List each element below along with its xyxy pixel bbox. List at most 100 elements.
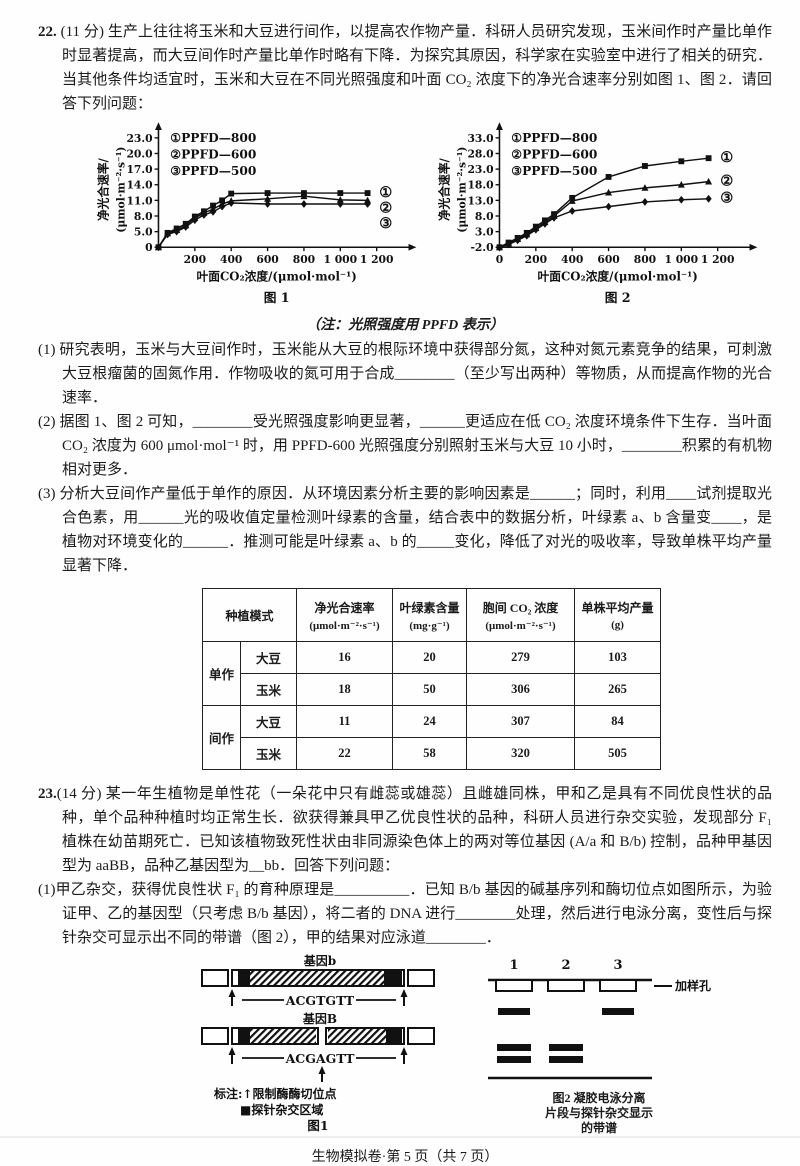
svg-text:23.0: 23.0 xyxy=(467,163,493,176)
header-intercellular-co2: 胞间 CO₂ 浓度 (μmol·m⁻²·s⁻¹) xyxy=(466,588,575,642)
crop-cell: 大豆 xyxy=(240,705,297,738)
gene-B-flank-right xyxy=(407,1027,435,1045)
header-chlorophyll: 叶绿素含量 (mg·g⁻¹) xyxy=(392,588,467,642)
svg-text:3: 3 xyxy=(613,958,622,973)
ppfd-note: （注：光照强度用 PPFD 表示） xyxy=(306,318,504,333)
svg-text:1 000: 1 000 xyxy=(664,253,698,266)
figure-gel-electrophoresis: 1 2 3 加样孔 xyxy=(488,958,711,1080)
header-yield: 单株平均产量 (g) xyxy=(574,588,661,642)
value-cell: 50 xyxy=(392,673,467,706)
svg-text:18.0: 18.0 xyxy=(467,179,493,192)
q22-part-2: (2) 据图 1、图 2 可知，________受光照强度影响更显著，_____… xyxy=(38,414,773,478)
svg-text:20.0: 20.0 xyxy=(126,147,152,160)
q23-figures: 基因b ACGTGTT 基因B ACGAGTT xyxy=(198,954,772,1136)
svg-text:①: ① xyxy=(379,184,392,201)
svg-text:8.0: 8.0 xyxy=(134,210,153,223)
svg-text:-2.0: -2.0 xyxy=(470,241,493,254)
svg-text:1 200: 1 200 xyxy=(701,253,735,266)
q23-part-1: (1)甲乙杂交，获得优良性状 F₁ 的育种原理是__________．已知 B/… xyxy=(38,882,772,946)
svg-text:图 2: 图 2 xyxy=(605,290,631,305)
svg-text:800: 800 xyxy=(634,253,656,266)
question-23-number: 23. xyxy=(38,786,57,802)
q22-figures: 0 5.0 8.0 11.0 14.0 17.0 20.0 23.0 200 400 600 800 1… xyxy=(94,120,772,312)
value-cell: 11 xyxy=(296,705,393,738)
svg-text:0: 0 xyxy=(145,241,152,254)
probe-region xyxy=(238,1029,250,1043)
value-cell: 279 xyxy=(466,641,575,674)
svg-text:1 200: 1 200 xyxy=(360,253,394,266)
cut-site-arrow xyxy=(228,989,236,997)
question-22-number: 22. xyxy=(38,24,57,40)
svg-text:叶面CO₂浓度/(μmol·mol⁻¹): 叶面CO₂浓度/(μmol·mol⁻¹) xyxy=(197,269,357,283)
svg-text:400: 400 xyxy=(220,253,242,266)
svg-text:200: 200 xyxy=(184,253,206,266)
svg-text:11.0: 11.0 xyxy=(126,194,152,207)
cut-site-arrow xyxy=(228,1047,236,1055)
svg-text:200: 200 xyxy=(525,253,547,266)
svg-text:净光合速率/: 净光合速率/ xyxy=(438,157,452,221)
svg-text:14.0: 14.0 xyxy=(126,179,152,192)
question-23-stem: 23.(14 分) 某一年生植物是单性花（一朵花中只有雌蕊或雄蕊）且雌雄同株，甲… xyxy=(38,786,772,874)
svg-text:17.0: 17.0 xyxy=(126,163,152,176)
value-cell: 306 xyxy=(466,673,575,706)
probe-region xyxy=(384,971,402,985)
gel-caption-line-2: 片段与探针杂交显示 xyxy=(544,1106,653,1120)
crop-cell: 玉米 xyxy=(240,673,297,706)
svg-text:③PPFD—500: ③PPFD—500 xyxy=(511,164,597,178)
svg-text:0: 0 xyxy=(496,253,503,266)
question-22-stem: 22. (11 分) 生产上往往将玉米和大豆进行间作，以提高农作物产量．科研人员… xyxy=(38,24,772,112)
figure-1-caption: 图1 xyxy=(307,1118,328,1133)
q22-part-1: (1) 研究表明，玉米与大豆间作时，玉米能从大豆的根际环境中获得部分氮，这种对氮… xyxy=(38,342,772,406)
header-net-photosynthesis: 净光合速率 (μmol·m⁻²·s⁻¹) xyxy=(296,588,393,642)
gel-column: 1 2 3 加样孔 图2 凝胶电泳分离 片段与探针杂交显示 的带谱 xyxy=(474,954,724,1136)
value-cell: 16 xyxy=(296,641,393,674)
svg-text:800: 800 xyxy=(293,253,315,266)
value-cell: 22 xyxy=(296,737,393,770)
svg-text:①PPFD—800: ①PPFD—800 xyxy=(511,131,597,145)
svg-text:23.0: 23.0 xyxy=(126,132,152,145)
table-header-row: 种植模式 净光合速率 (μmol·m⁻²·s⁻¹) 叶绿素含量 (mg·g⁻¹) 胞… xyxy=(202,588,661,642)
crop-cell: 大豆 xyxy=(240,641,297,674)
figure-gene-structure: 基因b ACGTGTT 基因B ACGAGTT xyxy=(201,954,435,1133)
svg-text:1: 1 xyxy=(509,958,518,973)
svg-text:600: 600 xyxy=(256,253,278,266)
gel-caption-line-3: 的带谱 xyxy=(580,1121,617,1135)
crop-cell: 玉米 xyxy=(240,737,297,770)
svg-text:8.0: 8.0 xyxy=(475,210,494,223)
figure-2-chart: -2.0 3.0 8.0 13.0 18.0 23.0 28.0 33.0 0 200 400 600… xyxy=(438,122,758,305)
svg-text:叶面CO₂浓度/(μmol·mol⁻¹): 叶面CO₂浓度/(μmol·mol⁻¹) xyxy=(538,269,698,283)
header-mode: 种植模式 xyxy=(202,588,297,642)
svg-text:净光合速率/: 净光合速率/ xyxy=(97,157,111,221)
svg-text:5.0: 5.0 xyxy=(134,226,153,239)
table-row: 玉米 22 58 320 505 xyxy=(203,737,661,770)
value-cell: 307 xyxy=(466,705,575,738)
svg-text:②: ② xyxy=(720,173,733,190)
table-row: 玉米 18 50 306 265 xyxy=(203,673,661,706)
gene-b-flank-right xyxy=(407,969,435,987)
cut-site-arrow xyxy=(400,1047,408,1055)
gene-b-sequence: ACGTGTT xyxy=(285,993,355,1008)
experiment-data-table: 种植模式 净光合速率 (μmol·m⁻²·s⁻¹) 叶绿素含量 (mg·g⁻¹) 胞… xyxy=(202,588,661,770)
gene-B-label: 基因B xyxy=(302,1011,337,1026)
svg-text:②PPFD—600: ②PPFD—600 xyxy=(170,147,256,161)
figure-legend-restriction: 标注:↑限制酶酶切位点 xyxy=(213,1086,337,1101)
figure-legend-probe: ■探针杂交区域 xyxy=(240,1102,323,1117)
value-cell: 505 xyxy=(574,737,661,770)
cut-site-arrow-middle xyxy=(318,1066,326,1074)
scan-artifact-line xyxy=(0,1136,800,1138)
svg-text:图 1: 图 1 xyxy=(264,290,290,305)
table-row: 单作 大豆 16 20 279 103 xyxy=(202,641,661,706)
svg-text:③PPFD—500: ③PPFD—500 xyxy=(170,164,256,178)
svg-text:③: ③ xyxy=(379,215,392,232)
probe-region xyxy=(386,1029,402,1043)
cut-site-arrow xyxy=(400,989,408,997)
svg-text:(μmol·m⁻²·s⁻¹): (μmol·m⁻²·s⁻¹) xyxy=(114,147,127,233)
value-cell: 18 xyxy=(296,673,393,706)
svg-text:③: ③ xyxy=(720,190,733,207)
svg-text:②: ② xyxy=(379,200,392,217)
svg-text:①: ① xyxy=(720,149,733,166)
gel-caption-line-1: 图2 凝胶电泳分离 xyxy=(552,1091,646,1105)
page-footer: 生物模拟卷·第 5 页（共 7 页） xyxy=(311,1150,499,1165)
svg-text:3.0: 3.0 xyxy=(475,226,494,239)
